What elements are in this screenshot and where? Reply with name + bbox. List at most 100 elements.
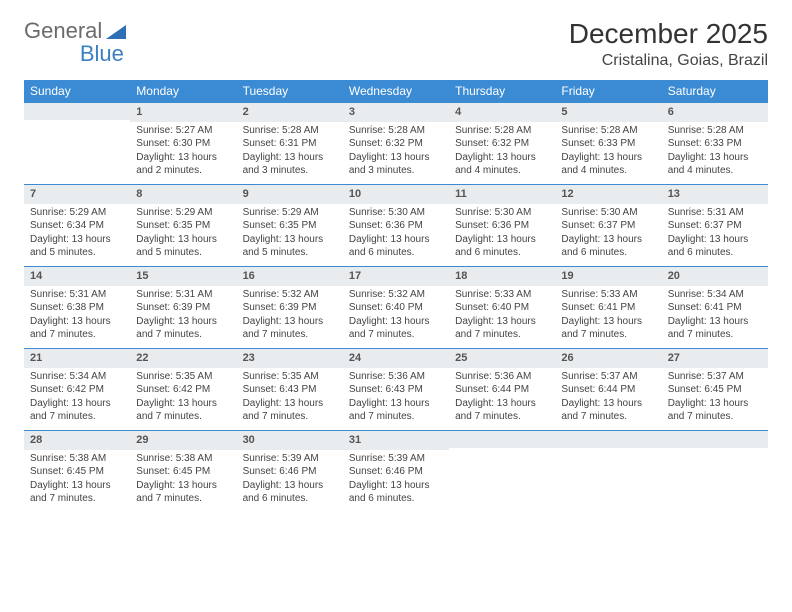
day-number: 7 bbox=[24, 184, 130, 204]
calendar-body: 1Sunrise: 5:27 AMSunset: 6:30 PMDaylight… bbox=[24, 102, 768, 512]
sunrise-line: Sunrise: 5:31 AM bbox=[136, 288, 230, 302]
day-number: 18 bbox=[449, 266, 555, 286]
daylight-line: Daylight: 13 hours and 4 minutes. bbox=[561, 151, 655, 178]
day-number: 27 bbox=[662, 348, 768, 368]
sunrise-line: Sunrise: 5:32 AM bbox=[243, 288, 337, 302]
day-body: Sunrise: 5:27 AMSunset: 6:30 PMDaylight:… bbox=[130, 122, 236, 182]
sunrise-line: Sunrise: 5:37 AM bbox=[561, 370, 655, 384]
day-number: 4 bbox=[449, 102, 555, 122]
day-body: Sunrise: 5:34 AMSunset: 6:41 PMDaylight:… bbox=[662, 286, 768, 346]
sunset-line: Sunset: 6:32 PM bbox=[349, 137, 443, 151]
calendar-empty-cell bbox=[449, 430, 555, 512]
daylight-line: Daylight: 13 hours and 6 minutes. bbox=[561, 233, 655, 260]
title-block: December 2025 Cristalina, Goias, Brazil bbox=[569, 18, 768, 70]
daylight-line: Daylight: 13 hours and 6 minutes. bbox=[455, 233, 549, 260]
calendar-day-cell: 8Sunrise: 5:29 AMSunset: 6:35 PMDaylight… bbox=[130, 184, 236, 266]
day-body: Sunrise: 5:31 AMSunset: 6:39 PMDaylight:… bbox=[130, 286, 236, 346]
daylight-line: Daylight: 13 hours and 2 minutes. bbox=[136, 151, 230, 178]
sunset-line: Sunset: 6:43 PM bbox=[349, 383, 443, 397]
calendar-day-cell: 23Sunrise: 5:35 AMSunset: 6:43 PMDayligh… bbox=[237, 348, 343, 430]
day-number-empty bbox=[555, 430, 661, 448]
daylight-line: Daylight: 13 hours and 7 minutes. bbox=[455, 397, 549, 424]
calendar-day-cell: 20Sunrise: 5:34 AMSunset: 6:41 PMDayligh… bbox=[662, 266, 768, 348]
calendar-week-row: 7Sunrise: 5:29 AMSunset: 6:34 PMDaylight… bbox=[24, 184, 768, 266]
sunrise-line: Sunrise: 5:28 AM bbox=[561, 124, 655, 138]
sunset-line: Sunset: 6:37 PM bbox=[668, 219, 762, 233]
weekday-header: Friday bbox=[555, 80, 661, 102]
calendar-day-cell: 6Sunrise: 5:28 AMSunset: 6:33 PMDaylight… bbox=[662, 102, 768, 184]
calendar-week-row: 14Sunrise: 5:31 AMSunset: 6:38 PMDayligh… bbox=[24, 266, 768, 348]
sunrise-line: Sunrise: 5:35 AM bbox=[136, 370, 230, 384]
day-body: Sunrise: 5:29 AMSunset: 6:35 PMDaylight:… bbox=[130, 204, 236, 264]
calendar-day-cell: 31Sunrise: 5:39 AMSunset: 6:46 PMDayligh… bbox=[343, 430, 449, 512]
day-number: 22 bbox=[130, 348, 236, 368]
day-number: 11 bbox=[449, 184, 555, 204]
daylight-line: Daylight: 13 hours and 7 minutes. bbox=[668, 315, 762, 342]
day-number: 26 bbox=[555, 348, 661, 368]
sunrise-line: Sunrise: 5:30 AM bbox=[455, 206, 549, 220]
sunrise-line: Sunrise: 5:28 AM bbox=[455, 124, 549, 138]
sunset-line: Sunset: 6:41 PM bbox=[668, 301, 762, 315]
day-number: 31 bbox=[343, 430, 449, 450]
sunrise-line: Sunrise: 5:33 AM bbox=[561, 288, 655, 302]
day-body: Sunrise: 5:28 AMSunset: 6:33 PMDaylight:… bbox=[662, 122, 768, 182]
calendar-day-cell: 29Sunrise: 5:38 AMSunset: 6:45 PMDayligh… bbox=[130, 430, 236, 512]
sunset-line: Sunset: 6:33 PM bbox=[668, 137, 762, 151]
sunset-line: Sunset: 6:44 PM bbox=[455, 383, 549, 397]
weekday-header: Saturday bbox=[662, 80, 768, 102]
day-body: Sunrise: 5:29 AMSunset: 6:35 PMDaylight:… bbox=[237, 204, 343, 264]
calendar-day-cell: 4Sunrise: 5:28 AMSunset: 6:32 PMDaylight… bbox=[449, 102, 555, 184]
day-body: Sunrise: 5:37 AMSunset: 6:44 PMDaylight:… bbox=[555, 368, 661, 428]
location-text: Cristalina, Goias, Brazil bbox=[569, 52, 768, 70]
calendar-week-row: 28Sunrise: 5:38 AMSunset: 6:45 PMDayligh… bbox=[24, 430, 768, 512]
sunrise-line: Sunrise: 5:29 AM bbox=[30, 206, 124, 220]
day-body: Sunrise: 5:28 AMSunset: 6:32 PMDaylight:… bbox=[343, 122, 449, 182]
day-number: 2 bbox=[237, 102, 343, 122]
sunset-line: Sunset: 6:30 PM bbox=[136, 137, 230, 151]
day-number: 8 bbox=[130, 184, 236, 204]
calendar-day-cell: 18Sunrise: 5:33 AMSunset: 6:40 PMDayligh… bbox=[449, 266, 555, 348]
day-number: 30 bbox=[237, 430, 343, 450]
day-number: 24 bbox=[343, 348, 449, 368]
day-body: Sunrise: 5:28 AMSunset: 6:33 PMDaylight:… bbox=[555, 122, 661, 182]
daylight-line: Daylight: 13 hours and 3 minutes. bbox=[349, 151, 443, 178]
daylight-line: Daylight: 13 hours and 7 minutes. bbox=[668, 397, 762, 424]
sunset-line: Sunset: 6:44 PM bbox=[561, 383, 655, 397]
logo-triangle-icon bbox=[106, 23, 126, 39]
sunset-line: Sunset: 6:36 PM bbox=[349, 219, 443, 233]
logo-text-blue: Blue bbox=[80, 41, 124, 67]
logo-line2: GeneBlue bbox=[24, 41, 124, 67]
sunset-line: Sunset: 6:39 PM bbox=[243, 301, 337, 315]
daylight-line: Daylight: 13 hours and 6 minutes. bbox=[349, 233, 443, 260]
day-number: 19 bbox=[555, 266, 661, 286]
sunrise-line: Sunrise: 5:28 AM bbox=[349, 124, 443, 138]
calendar-day-cell: 28Sunrise: 5:38 AMSunset: 6:45 PMDayligh… bbox=[24, 430, 130, 512]
daylight-line: Daylight: 13 hours and 7 minutes. bbox=[455, 315, 549, 342]
calendar-day-cell: 3Sunrise: 5:28 AMSunset: 6:32 PMDaylight… bbox=[343, 102, 449, 184]
day-body: Sunrise: 5:28 AMSunset: 6:32 PMDaylight:… bbox=[449, 122, 555, 182]
page-title: December 2025 bbox=[569, 18, 768, 50]
day-number-empty bbox=[24, 102, 130, 120]
day-number: 23 bbox=[237, 348, 343, 368]
sunset-line: Sunset: 6:43 PM bbox=[243, 383, 337, 397]
header: General December 2025 Cristalina, Goias,… bbox=[24, 18, 768, 70]
calendar-day-cell: 5Sunrise: 5:28 AMSunset: 6:33 PMDaylight… bbox=[555, 102, 661, 184]
calendar-day-cell: 30Sunrise: 5:39 AMSunset: 6:46 PMDayligh… bbox=[237, 430, 343, 512]
sunset-line: Sunset: 6:38 PM bbox=[30, 301, 124, 315]
day-number: 5 bbox=[555, 102, 661, 122]
day-number: 17 bbox=[343, 266, 449, 286]
day-body: Sunrise: 5:29 AMSunset: 6:34 PMDaylight:… bbox=[24, 204, 130, 264]
sunrise-line: Sunrise: 5:29 AM bbox=[243, 206, 337, 220]
calendar-empty-cell bbox=[555, 430, 661, 512]
sunrise-line: Sunrise: 5:32 AM bbox=[349, 288, 443, 302]
sunset-line: Sunset: 6:41 PM bbox=[561, 301, 655, 315]
calendar-day-cell: 21Sunrise: 5:34 AMSunset: 6:42 PMDayligh… bbox=[24, 348, 130, 430]
weekday-header: Tuesday bbox=[237, 80, 343, 102]
day-body: Sunrise: 5:32 AMSunset: 6:39 PMDaylight:… bbox=[237, 286, 343, 346]
day-body: Sunrise: 5:30 AMSunset: 6:36 PMDaylight:… bbox=[449, 204, 555, 264]
daylight-line: Daylight: 13 hours and 7 minutes. bbox=[243, 397, 337, 424]
sunrise-line: Sunrise: 5:39 AM bbox=[243, 452, 337, 466]
calendar-day-cell: 10Sunrise: 5:30 AMSunset: 6:36 PMDayligh… bbox=[343, 184, 449, 266]
calendar-day-cell: 26Sunrise: 5:37 AMSunset: 6:44 PMDayligh… bbox=[555, 348, 661, 430]
day-body: Sunrise: 5:38 AMSunset: 6:45 PMDaylight:… bbox=[130, 450, 236, 510]
